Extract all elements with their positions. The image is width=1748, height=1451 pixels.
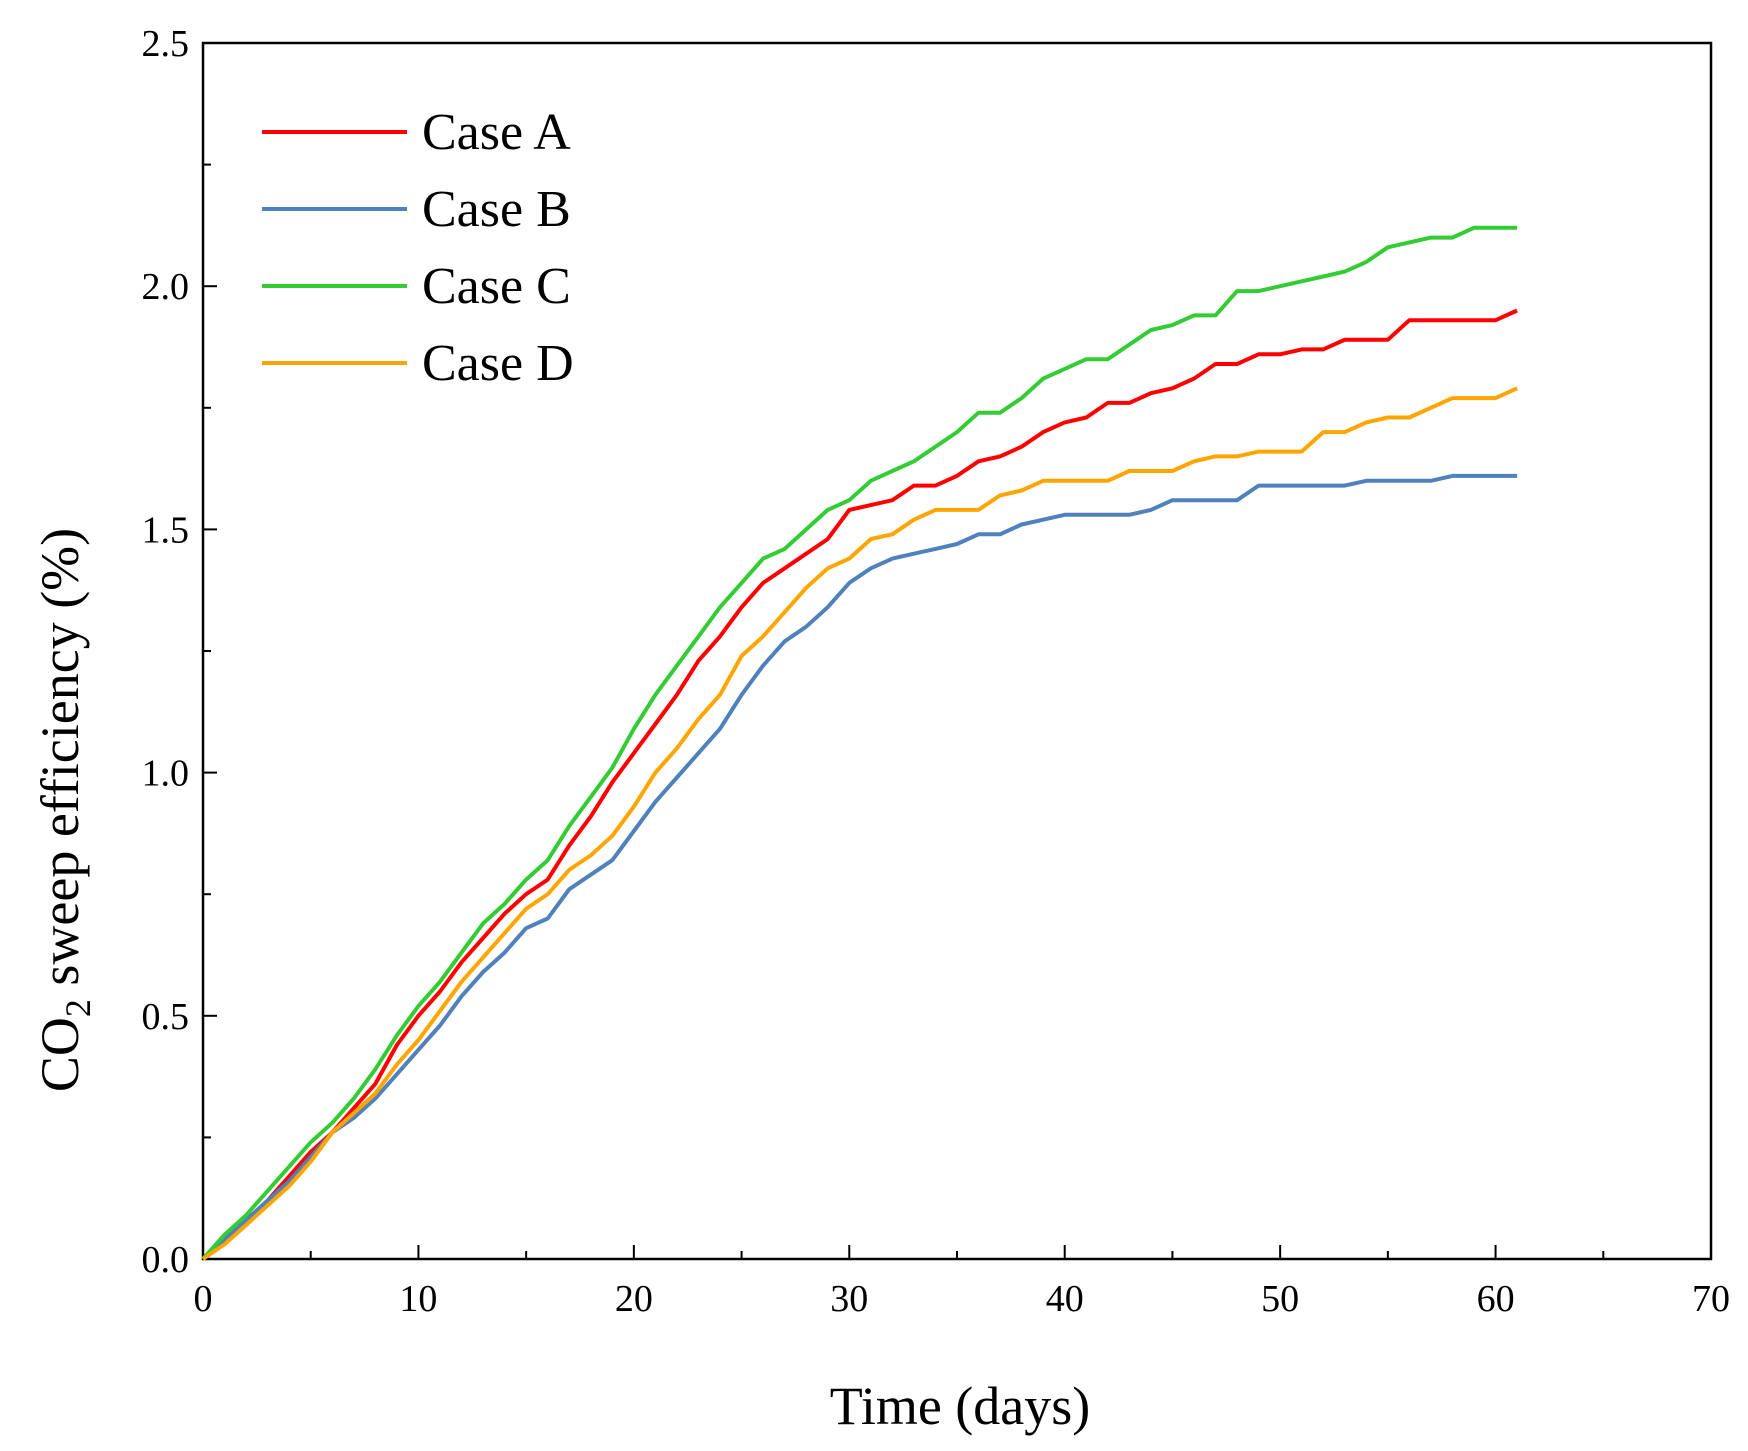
x-tick-label: 0 [194, 1278, 213, 1320]
x-axis-title: Time (days) [830, 1376, 1091, 1436]
x-tick-label: 30 [830, 1278, 868, 1320]
series-line-case-c [201, 225, 1518, 1261]
x-tick-label: 40 [1046, 1278, 1084, 1320]
legend-label: Case B [422, 181, 571, 238]
series-line-case-a [201, 308, 1518, 1261]
y-axis-title-main: CO [30, 1017, 90, 1092]
plot-area: 0 10 20 30 40 50 60 70 0.0 0.5 1.0 1.5 2.0 2.5 Case A C… [142, 23, 1731, 1320]
legend-label: Case A [422, 104, 571, 161]
x-tick-label: 50 [1261, 1278, 1299, 1320]
x-tick-label: 10 [399, 1278, 437, 1320]
legend-label: Case D [422, 335, 574, 392]
y-tick-label: 1.0 [142, 753, 190, 795]
y-axis-title-subscript: 2 [58, 999, 98, 1017]
legend-label: Case C [422, 258, 571, 315]
series-line-case-d [201, 386, 1518, 1261]
y-tick-label: 0.5 [142, 996, 190, 1038]
svg-text:CO2 sweep efficiency (%): CO2 sweep efficiency (%) [30, 528, 98, 1092]
x-tick-label: 20 [615, 1278, 653, 1320]
x-tick-label: 60 [1477, 1278, 1515, 1320]
y-tick-label: 2.0 [142, 266, 190, 308]
series-line-case-b [201, 473, 1518, 1261]
y-axis-title: CO2 sweep efficiency (%) [30, 528, 98, 1092]
y-tick-label: 1.5 [142, 509, 190, 551]
y-tick-label: 2.5 [142, 23, 190, 65]
x-tick-label: 70 [1692, 1278, 1730, 1320]
y-axis-title-rest: sweep efficiency (%) [30, 528, 90, 999]
y-tick-label: 0.0 [142, 1239, 190, 1281]
